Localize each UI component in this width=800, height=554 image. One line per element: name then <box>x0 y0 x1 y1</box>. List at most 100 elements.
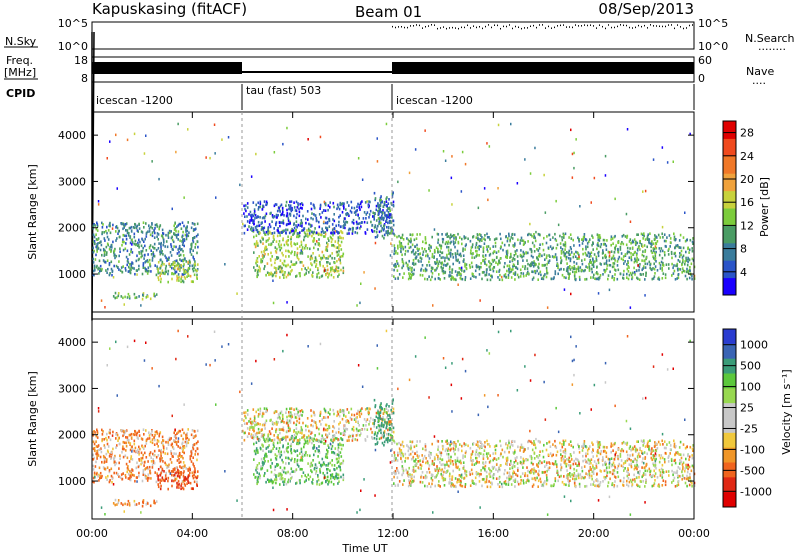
velocity-echo <box>327 464 329 467</box>
power-echo <box>627 270 630 273</box>
power-echo <box>530 254 533 258</box>
velocity-echo <box>295 423 298 427</box>
power-echo <box>630 273 633 277</box>
power-echo <box>301 246 304 249</box>
velocity-echo <box>309 454 311 458</box>
power-echo <box>253 235 255 239</box>
noise-point <box>473 25 474 27</box>
power-echo <box>498 259 500 263</box>
noise-point <box>437 27 438 30</box>
velocity-echo <box>340 455 343 458</box>
power-echo <box>131 238 133 241</box>
velocity-echo <box>166 466 168 469</box>
power-echo <box>388 207 391 210</box>
power-echo <box>301 203 304 207</box>
noise-point <box>635 26 636 29</box>
power-echo <box>443 277 446 280</box>
power-echo <box>428 257 431 260</box>
power-echo <box>296 255 298 258</box>
velocity-echo <box>146 466 149 469</box>
power-echo <box>464 278 466 282</box>
power-echo <box>100 299 103 302</box>
power-echo <box>641 233 644 237</box>
velocity-echo <box>342 411 345 415</box>
power-echo <box>330 273 333 277</box>
power-echo <box>259 239 262 243</box>
velocity-echo <box>317 475 319 479</box>
power-echo <box>282 210 284 214</box>
power-echo <box>470 249 472 252</box>
power-echo <box>175 264 177 268</box>
power-echo <box>594 260 596 263</box>
power-echo <box>158 227 160 231</box>
power-echo <box>411 273 413 277</box>
power-echo <box>262 242 264 245</box>
power-echo <box>257 206 260 209</box>
power-echo <box>440 244 443 248</box>
velocity-echo <box>145 429 147 432</box>
power-echo <box>537 258 539 261</box>
power-echo <box>598 239 601 242</box>
power-echo <box>295 220 298 223</box>
power-echo <box>527 240 529 243</box>
velocity-echo <box>339 468 342 472</box>
power-echo <box>459 276 462 280</box>
power-echo <box>630 257 632 260</box>
power-echo <box>249 228 252 231</box>
power-echo <box>597 292 600 295</box>
noise-point <box>467 24 468 27</box>
power-echo <box>687 269 690 273</box>
power-echo <box>267 253 269 256</box>
power-echo <box>329 266 332 270</box>
power-echo <box>159 274 161 278</box>
power-echo <box>129 235 132 238</box>
velocity-echo <box>319 440 322 444</box>
velocity-echo <box>310 423 312 427</box>
power-echo <box>475 265 478 268</box>
velocity-echo <box>285 456 287 460</box>
velocity-echo <box>158 432 161 436</box>
power-echo <box>420 257 423 260</box>
power-echo <box>355 213 357 216</box>
power-echo <box>285 228 287 232</box>
velocity-echo <box>282 460 284 464</box>
power-echo <box>95 227 98 231</box>
power-echo <box>296 235 298 239</box>
velocity-echo <box>373 425 375 428</box>
velocity-echo <box>360 432 362 435</box>
power-echo <box>538 247 541 250</box>
velocity-echo <box>297 410 299 414</box>
power-echo <box>180 259 183 262</box>
power-echo <box>108 248 111 251</box>
power-echo <box>544 263 546 267</box>
power-echo <box>96 245 99 248</box>
velocity-echo <box>185 437 187 440</box>
cpid-segment-1: icescan -1200 <box>96 94 173 107</box>
power-echo <box>338 249 340 253</box>
power-echo <box>534 269 536 273</box>
velocity-echo <box>299 452 301 455</box>
velocity-echo <box>329 469 331 472</box>
power-echo <box>288 231 291 235</box>
velocity-echo <box>339 442 341 445</box>
power-echo <box>628 250 631 254</box>
power-echo <box>145 260 147 263</box>
power-echo <box>689 266 691 269</box>
velocity-echo <box>294 458 296 461</box>
power-echo <box>148 258 151 262</box>
velocity-echo <box>303 445 305 449</box>
power-echo <box>683 270 686 273</box>
power-echo <box>147 266 150 269</box>
power-echo <box>297 203 299 207</box>
power-echo <box>320 216 322 219</box>
power-echo <box>685 256 687 260</box>
power-echo <box>364 201 367 204</box>
power-echo <box>322 254 325 257</box>
velocity-echo <box>271 462 273 465</box>
power-echo <box>137 243 140 247</box>
power-echo <box>454 241 457 244</box>
power-echo <box>607 274 610 277</box>
power-echo <box>506 254 509 257</box>
velocity-echo <box>174 440 176 443</box>
power-echo <box>139 240 141 244</box>
